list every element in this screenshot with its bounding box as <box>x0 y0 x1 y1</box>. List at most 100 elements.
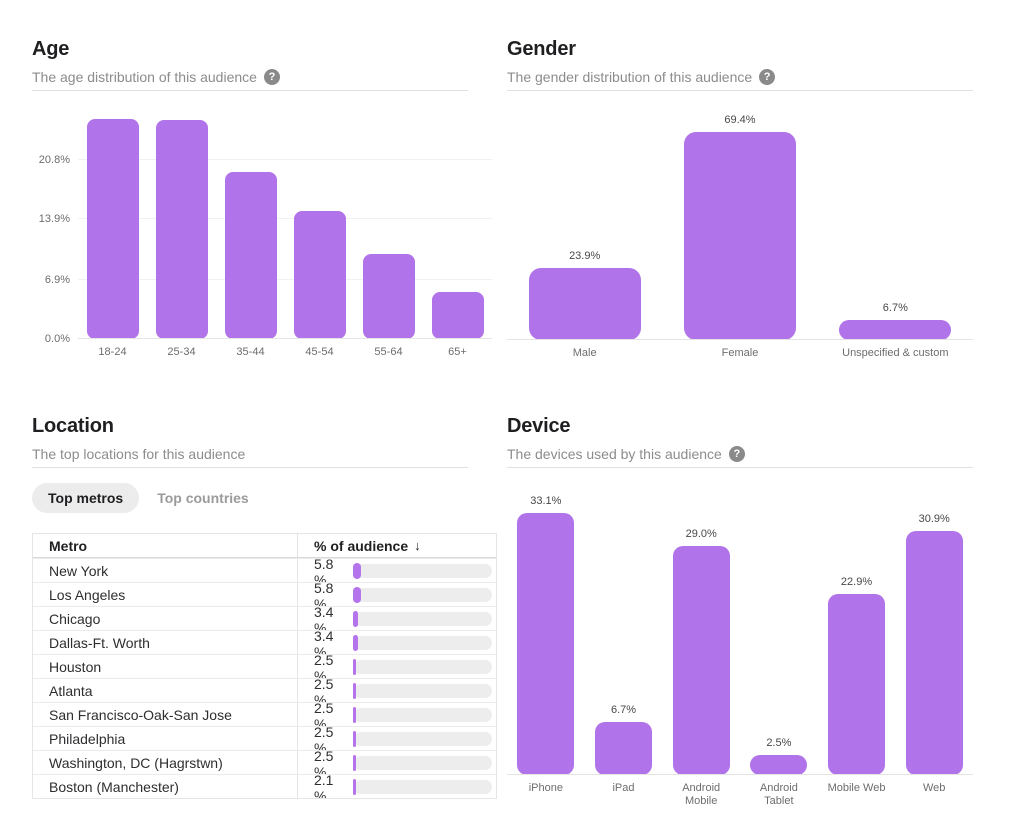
divider <box>507 467 973 468</box>
metro-cell: New York <box>33 559 298 582</box>
age-category-labels: 18-24 25-34 35-44 45-54 55-64 65+ <box>78 346 492 359</box>
age-bar-18-24[interactable] <box>86 119 139 339</box>
bar-slot-male: 23.9% <box>507 100 662 340</box>
metro-cell: Philadelphia <box>33 727 298 750</box>
pct-value: 3.4 % <box>314 607 334 630</box>
help-icon[interactable]: ? <box>263 69 280 85</box>
pct-gauge-fill <box>353 779 356 795</box>
location-subtitle: The top locations for this audience <box>32 446 246 462</box>
x-axis-category-label: 65+ <box>448 346 467 358</box>
help-icon[interactable]: ? <box>728 446 745 462</box>
metro-column-header: Metro <box>33 534 298 557</box>
pct-gauge-fill <box>353 611 358 627</box>
age-bar-45-54[interactable] <box>293 211 346 339</box>
gender-bar-male[interactable] <box>528 268 641 340</box>
table-row: Atlanta 2.5 % <box>33 678 496 702</box>
bar-slot-female: 69.4% <box>662 100 817 340</box>
age-bar-35-44[interactable] <box>224 172 277 339</box>
pct-gauge-track <box>353 635 492 651</box>
metro-cell: Los Angeles <box>33 583 298 606</box>
bar-slot-35-44 <box>216 100 285 339</box>
x-axis-category-label: iPad <box>612 782 635 794</box>
device-bar-android-tablet[interactable] <box>750 755 808 775</box>
bar-slot-45-54 <box>285 100 354 339</box>
gender-bar-female[interactable] <box>683 132 796 340</box>
bar-value-label: 6.7% <box>610 704 637 716</box>
pct-cell: 5.8 % <box>298 583 496 606</box>
x-axis-category-label: iPhone <box>528 782 563 794</box>
x-axis-category-label: Web <box>922 782 946 794</box>
pct-value: 2.5 % <box>314 727 334 750</box>
table-row: Dallas-Ft. Worth 3.4 % <box>33 630 496 654</box>
pct-value: 5.8 % <box>314 583 334 606</box>
divider <box>32 467 468 468</box>
bar-value-label: 30.9% <box>918 513 950 525</box>
location-title: Location <box>32 415 114 437</box>
pct-cell: 2.5 % <box>298 703 496 726</box>
pct-gauge-track <box>353 755 492 771</box>
x-axis-category-label: 45-54 <box>305 346 334 358</box>
pct-gauge-track <box>353 731 492 747</box>
device-bar-ipad[interactable] <box>595 722 652 775</box>
pct-column-header[interactable]: % of audience ↓ <box>298 534 496 557</box>
y-axis-tick-label: 0.0% <box>44 333 70 345</box>
age-bar-55-64[interactable] <box>362 254 415 339</box>
metro-cell: Atlanta <box>33 679 298 702</box>
help-icon[interactable]: ? <box>759 69 776 85</box>
table-row: New York 5.8 % <box>33 558 496 582</box>
tab-top-metros[interactable]: Top metros <box>32 483 140 513</box>
pct-value: 2.5 % <box>314 751 334 774</box>
location-table: Metro % of audience ↓ New York 5.8 % Los A… <box>32 533 497 799</box>
bar-value-label: 2.5% <box>766 737 792 749</box>
pct-cell: 2.5 % <box>298 751 496 774</box>
metro-cell: San Francisco-Oak-San Jose <box>33 703 298 726</box>
tab-top-countries[interactable]: Top countries <box>157 490 249 506</box>
pct-value: 3.4 % <box>314 631 334 654</box>
table-row: Houston 2.5 % <box>33 654 496 678</box>
location-panel: Location The top locations for this audi… <box>32 413 497 813</box>
bar-slot-unspecified-custom: 6.7% <box>818 100 973 340</box>
pct-value: 2.5 % <box>314 703 334 726</box>
pct-gauge-track <box>353 563 492 579</box>
sort-desc-icon: ↓ <box>414 538 421 553</box>
table-row: Boston (Manchester) 2.1 % <box>33 774 496 798</box>
table-row: Washington, DC (Hagrstwn) 2.5 % <box>33 750 496 774</box>
age-bar-65-[interactable] <box>431 292 484 339</box>
divider <box>507 90 973 91</box>
device-panel: Device The devices used by this audience… <box>507 413 973 813</box>
pct-cell: 3.4 % <box>298 631 496 654</box>
pct-gauge-fill <box>353 587 361 603</box>
pct-gauge-track <box>353 707 492 723</box>
pct-gauge-fill <box>353 683 356 699</box>
bar-slot-65- <box>423 100 492 339</box>
pct-gauge-fill <box>353 563 361 579</box>
gender-plot: 23.9% 69.4% 6.7% <box>507 100 973 340</box>
age-bar-25-34[interactable] <box>155 120 208 339</box>
gender-bar-unspecified-custom[interactable] <box>839 320 952 340</box>
bar-value-label: 22.9% <box>840 576 873 588</box>
gridline <box>78 158 492 160</box>
device-bar-web[interactable] <box>905 531 963 775</box>
metro-cell: Boston (Manchester) <box>33 775 298 798</box>
bar-value-label: 6.7% <box>882 302 908 314</box>
pct-value: 2.1 % <box>314 775 334 798</box>
metro-cell: Chicago <box>33 607 298 630</box>
bar-slot-android-mobile: 29.0% <box>662 510 740 775</box>
pct-cell: 2.1 % <box>298 775 496 798</box>
y-axis-tick-label: 13.9% <box>38 213 70 226</box>
location-table-body: New York 5.8 % Los Angeles 5.8 % Chicago 3.4 … <box>33 558 496 798</box>
device-subtitle: The devices used by this audience <box>507 446 722 462</box>
device-bar-android-mobile[interactable] <box>672 546 730 775</box>
device-bar-iphone[interactable] <box>517 513 575 775</box>
device-category-labels: iPhone iPad Android Mobile Android Tablet Mo… <box>507 782 973 808</box>
pct-value: 2.5 % <box>314 655 334 678</box>
device-bar-mobile-web[interactable] <box>828 594 886 775</box>
pct-gauge-fill <box>353 635 358 651</box>
bar-slot-55-64 <box>354 100 423 339</box>
pct-gauge-track <box>353 587 492 603</box>
pct-gauge-track <box>353 611 492 627</box>
pct-gauge-fill <box>353 731 356 747</box>
device-chart: 33.1% 6.7% 29.0% 2.5% 22.9% 30.9% iPhone iPad A… <box>507 495 973 808</box>
bar-slot-25-34 <box>147 100 216 339</box>
metro-cell: Dallas-Ft. Worth <box>33 631 298 654</box>
